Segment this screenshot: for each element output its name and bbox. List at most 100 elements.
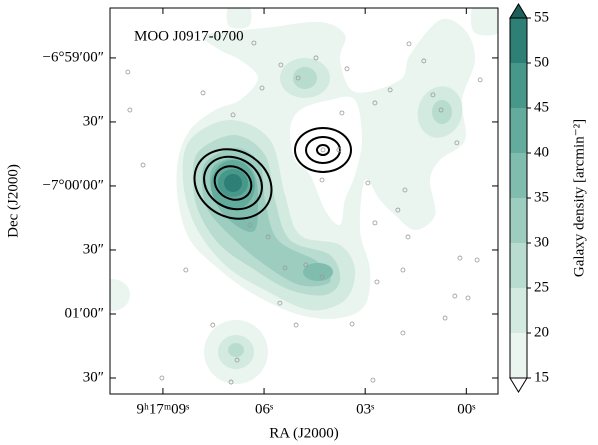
contour-hole [289,96,362,226]
y-tick-label: −6°59′00″ [43,49,105,65]
colorbar-band [510,243,527,288]
galaxy-point [344,66,350,72]
colorbar-extend-over [509,3,528,19]
galaxy-point [228,379,234,385]
galaxy-point [140,162,146,168]
galaxy-point [405,234,411,240]
galaxy-point [387,87,393,93]
galaxy-point [277,300,283,306]
galaxy-point [278,62,284,68]
colorbar-tick-label: 35 [534,189,549,205]
colorbar-extend-under [509,377,528,393]
colorbar-tick-label: 30 [534,234,549,250]
galaxy-point [400,267,406,273]
colorbar-band [510,198,527,243]
y-tick-label: 30″ [83,369,104,385]
colorbar-tick-label: 40 [534,144,549,160]
colorbar-tick-label: 25 [534,279,549,295]
galaxy-point [200,90,206,96]
galaxy-point [230,112,236,118]
galaxy-point [477,77,483,83]
colorbar-band [510,153,527,198]
colorbar-tick-label: 45 [534,99,549,115]
colorbar-tick-label: 55 [534,9,549,25]
galaxy-point [336,147,342,153]
colorbar-tick-label: 50 [534,54,549,70]
y-tick-label: 30″ [83,241,104,257]
cluster-annotation: MOO J0917-0700 [134,28,244,44]
colorbar-label: Galaxy density [arcmin⁻²] [571,119,587,277]
x-tick-label: 03ˢ [356,401,374,417]
galaxy-point [210,322,216,328]
y-axis-label: Dec (J2000) [5,164,21,238]
plot-frame [109,7,499,395]
colorbar-band [510,63,527,108]
galaxy-point [282,265,288,271]
galaxy-point [474,257,480,263]
galaxy-point [465,295,471,301]
galaxy-point [365,180,371,186]
contour-fill [226,8,252,29]
galaxy-point [251,40,257,46]
galaxy-point [293,322,299,328]
galaxy-point [183,267,189,273]
galaxy-point [319,274,325,280]
y-tick-label: 01′00″ [64,305,104,321]
galaxy-point [313,55,319,61]
signal-contour [203,155,263,211]
signal-contour [304,135,342,165]
galaxy-point [339,110,345,116]
contour-fill [224,174,242,192]
galaxy-point [320,147,326,153]
galaxy-point [234,357,240,363]
signal-contours [193,126,353,220]
x-tick-label: 00ˢ [457,401,475,417]
galaxy-point [430,92,436,98]
galaxy-point [372,100,378,106]
colorbar-tick-label: 20 [534,324,549,340]
contour-fill [303,263,333,281]
galaxy-point [265,234,271,240]
contour-fill [110,279,130,311]
y-tick-label: 30″ [83,113,104,129]
galaxy-point [400,330,406,336]
galaxy-points [125,40,483,385]
galaxy-point [370,377,376,383]
galaxy-point [452,293,458,299]
galaxy-point [406,41,412,47]
galaxy-point [457,255,463,261]
galaxy-point [374,279,380,285]
x-axis-label: RA (J2000) [269,425,339,441]
galaxy-point [442,315,448,321]
galaxy-point [259,85,265,91]
galaxy-point [247,222,253,228]
galaxy-point [319,177,325,183]
signal-contour [193,148,273,220]
galaxy-point [438,107,444,113]
signal-contour [293,126,353,174]
x-tick-label: 06ˢ [255,401,273,417]
galaxy-point [454,140,460,146]
colorbar-band [510,333,527,378]
colorbar-tick-label: 15 [534,369,549,385]
galaxy-point [159,375,165,381]
contour-fill [228,343,244,357]
galaxy-point [127,107,133,113]
density-contours [110,8,498,384]
colorbar-band [510,288,527,333]
galaxy-point [421,58,427,64]
signal-contour [315,143,331,157]
galaxy-point [125,69,131,75]
galaxy-point [395,207,401,213]
galaxy-point [303,262,309,268]
contour-fill [293,67,317,89]
galaxy-point [349,321,355,327]
y-tick-label: −7°00′00″ [43,177,105,193]
galaxy-point [295,75,301,81]
x-tick-label: 9ʰ17ᵐ09ˢ [137,401,190,417]
contour-fill [470,8,498,36]
galaxy-point [402,187,408,193]
signal-contour [213,165,253,201]
colorbar-band [510,108,527,153]
